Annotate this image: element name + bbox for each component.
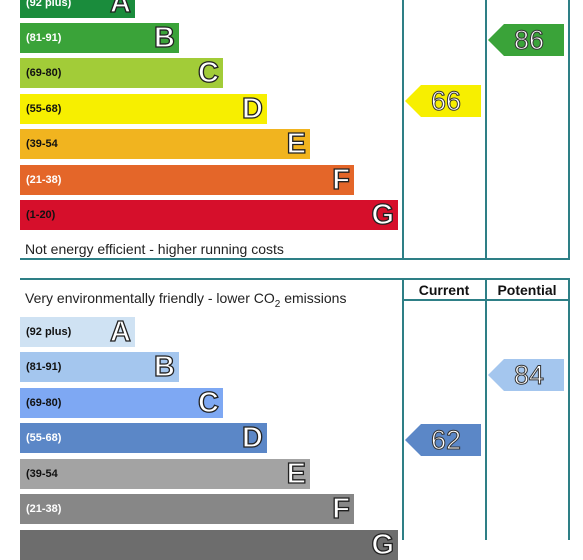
energy-band-range: (39-54 — [26, 138, 58, 150]
environmental-top-note-sub: 2 — [274, 298, 281, 310]
energy-band-c: (69-80) C — [20, 58, 223, 88]
energy-potential-value: 86 — [513, 25, 544, 56]
environmental-band-letter: B — [153, 352, 175, 382]
energy-potential-arrow: 86 — [488, 24, 564, 56]
environmental-band-range: (92 plus) — [26, 326, 72, 338]
energy-current-value: 66 — [430, 86, 461, 117]
environmental-top-border — [20, 278, 570, 280]
energy-band-range: (21-38) — [26, 174, 62, 186]
environmental-band-b: (81-91) B — [20, 352, 179, 382]
environmental-band-d: (55-68) D — [20, 423, 267, 453]
energy-bottom-border — [20, 258, 570, 260]
environmental-current-value: 62 — [430, 425, 461, 456]
energy-band-range: (55-68) — [26, 103, 62, 115]
environmental-band-a: (92 plus) A — [20, 317, 135, 347]
energy-band-range: (92 plus) — [26, 0, 72, 9]
energy-bottom-note: Not energy efficient - higher running co… — [25, 241, 284, 257]
energy-band-letter: A — [109, 0, 131, 18]
environmental-band-letter: D — [241, 423, 263, 453]
environmental-band-letter: A — [109, 317, 131, 347]
environmental-band-letter: E — [286, 459, 307, 489]
environmental-band-letter: F — [332, 494, 351, 524]
environmental-band-g: G — [20, 530, 398, 560]
energy-column-divider-right — [485, 0, 487, 260]
energy-column-divider-left — [402, 0, 404, 260]
energy-band-letter: F — [332, 165, 351, 195]
environmental-band-letter: C — [197, 388, 219, 418]
environmental-band-range: (21-38) — [26, 503, 62, 515]
environmental-band-range: (55-68) — [26, 432, 62, 444]
energy-band-g: (1-20) G — [20, 200, 398, 230]
environmental-current-arrow: 62 — [405, 424, 481, 456]
energy-band-letter: D — [241, 94, 263, 124]
energy-band-b: (81-91) B — [20, 23, 179, 53]
environmental-column-divider-right — [485, 279, 487, 540]
energy-band-range: (69-80) — [26, 67, 62, 79]
energy-band-e: (39-54 E — [20, 129, 310, 159]
energy-band-a: (92 plus) A — [20, 0, 135, 18]
column-potential-heading: Potential — [497, 282, 557, 298]
environmental-band-range: (69-80) — [26, 397, 62, 409]
arrow-shape — [488, 24, 564, 56]
energy-band-letter: C — [197, 58, 219, 88]
energy-band-range: (81-91) — [26, 32, 62, 44]
environmental-band-c: (69-80) C — [20, 388, 223, 418]
energy-band-f: (21-38) F — [20, 165, 354, 195]
environmental-potential-value: 84 — [513, 360, 544, 391]
environmental-column-divider-left — [402, 279, 404, 540]
arrow-shape — [405, 85, 481, 117]
environmental-band-e: (39-54 E — [20, 459, 310, 489]
arrow-shape — [405, 424, 481, 456]
energy-band-letter: B — [153, 23, 175, 53]
environmental-potential-arrow: 84 — [488, 359, 564, 391]
arrow-shape — [488, 359, 564, 391]
environmental-band-letter: G — [371, 530, 395, 560]
environmental-band-f: (21-38) F — [20, 494, 354, 524]
column-current-heading: Current — [418, 282, 470, 298]
energy-band-letter: E — [286, 129, 307, 159]
environmental-top-note: Very environmentally friendly - lower CO… — [25, 290, 346, 310]
environmental-top-note-end: emissions — [280, 290, 347, 306]
energy-current-arrow: 66 — [405, 85, 481, 117]
environmental-band-range: (81-91) — [26, 361, 62, 373]
environmental-band-range: (39-54 — [26, 468, 58, 480]
energy-band-d: (55-68) D — [20, 94, 267, 124]
environmental-right-border — [568, 279, 570, 540]
energy-right-border — [568, 0, 570, 260]
energy-band-letter: G — [371, 200, 395, 230]
energy-band-range: (1-20) — [26, 209, 56, 221]
environmental-top-note-text: Very environmentally friendly - lower CO — [25, 290, 275, 306]
